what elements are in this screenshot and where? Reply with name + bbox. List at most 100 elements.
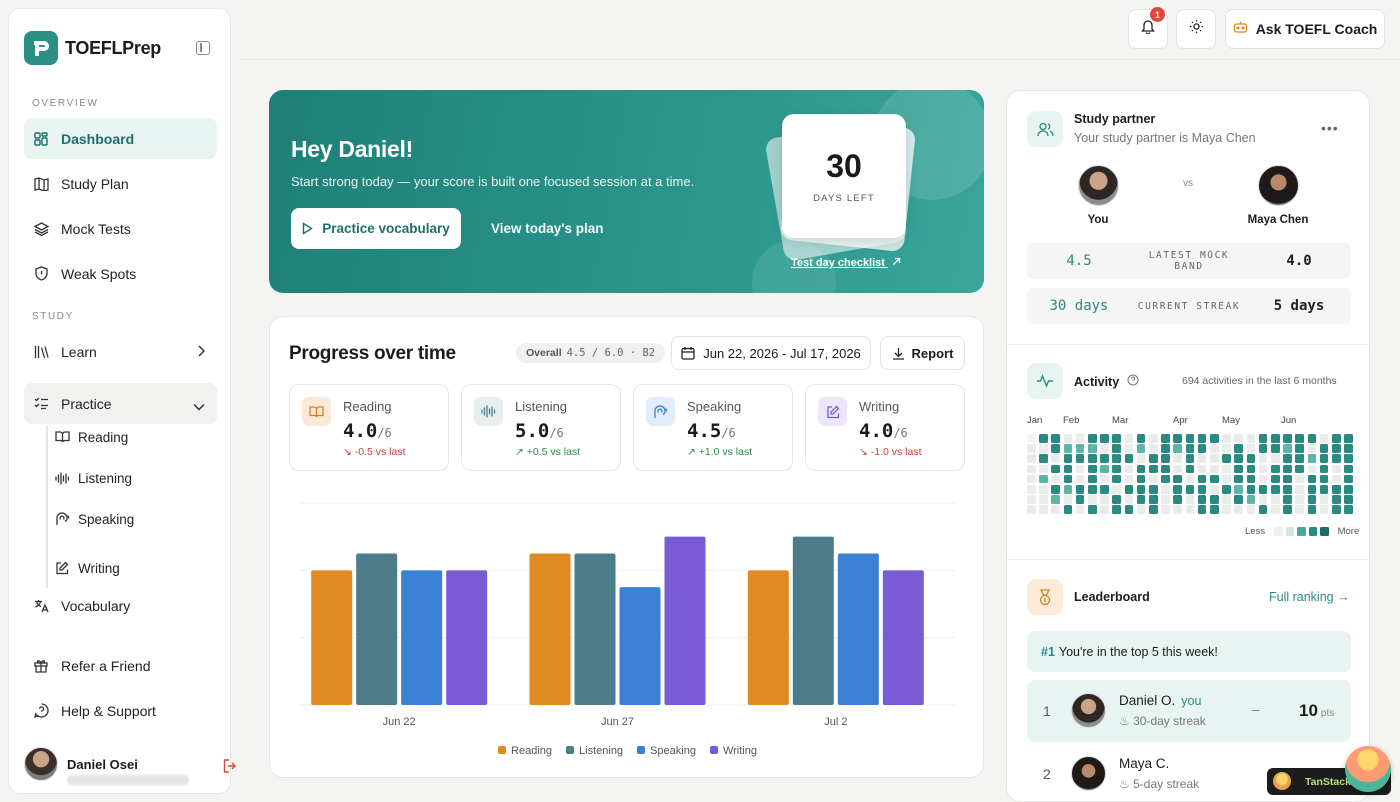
heatmap-cell[interactable] — [1136, 434, 1146, 443]
heatmap-cell[interactable] — [1136, 454, 1146, 463]
heatmap-cell[interactable] — [1124, 454, 1134, 463]
skill-card-writing[interactable]: Writing 4.0/6 ↘ -1.0 vs last — [805, 384, 965, 471]
heatmap-cell[interactable] — [1332, 485, 1341, 494]
heatmap-cell[interactable] — [1173, 434, 1182, 443]
heatmap-cell[interactable] — [1039, 464, 1048, 474]
heatmap-cell[interactable] — [1332, 434, 1341, 443]
heatmap-cell[interactable] — [1149, 485, 1158, 494]
heatmap-cell[interactable] — [1149, 464, 1158, 474]
heatmap-cell[interactable] — [1088, 444, 1097, 453]
heatmap-cell[interactable] — [1161, 495, 1170, 504]
info-icon[interactable] — [1127, 374, 1139, 389]
ask-coach-button[interactable]: Ask TOEFL Coach — [1225, 9, 1385, 49]
heatmap-cell[interactable] — [1112, 434, 1121, 443]
heatmap-cell[interactable] — [1149, 495, 1158, 504]
heatmap-cell[interactable] — [1332, 495, 1341, 504]
heatmap-cell[interactable] — [1063, 434, 1073, 443]
heatmap-cell[interactable] — [1185, 434, 1195, 443]
heatmap-cell[interactable] — [1319, 434, 1329, 443]
heatmap-cell[interactable] — [1161, 444, 1170, 453]
heatmap-cell[interactable] — [1197, 464, 1207, 474]
heatmap-cell[interactable] — [1027, 505, 1036, 514]
heatmap-cell[interactable] — [1271, 464, 1280, 474]
heatmap-cell[interactable] — [1307, 444, 1317, 453]
sidebar-subitem-speaking[interactable]: Speaking — [54, 504, 134, 534]
heatmap-cell[interactable] — [1197, 434, 1207, 443]
sidebar-item-mock-tests[interactable]: Mock Tests — [24, 208, 217, 249]
bar-listening-0[interactable] — [356, 553, 398, 706]
heatmap-cell[interactable] — [1271, 505, 1280, 514]
heatmap-cell[interactable] — [1344, 464, 1353, 474]
heatmap-cell[interactable] — [1088, 434, 1097, 443]
bar-reading-0[interactable] — [311, 570, 353, 705]
heatmap-cell[interactable] — [1173, 444, 1182, 453]
heatmap-cell[interactable] — [1283, 485, 1292, 494]
heatmap-cell[interactable] — [1295, 495, 1304, 504]
heatmap-cell[interactable] — [1295, 474, 1304, 484]
heatmap-cell[interactable] — [1307, 485, 1317, 494]
heatmap-cell[interactable] — [1210, 444, 1219, 453]
heatmap-cell[interactable] — [1027, 495, 1036, 504]
heatmap-cell[interactable] — [1075, 444, 1085, 453]
theme-toggle-button[interactable] — [1176, 9, 1216, 49]
heatmap-cell[interactable] — [1124, 464, 1134, 474]
heatmap-cell[interactable] — [1295, 485, 1304, 494]
heatmap-cell[interactable] — [1258, 444, 1268, 453]
sidebar-subitem-writing[interactable]: Writing — [54, 553, 120, 583]
bar-writing-2[interactable] — [882, 570, 924, 705]
heatmap-cell[interactable] — [1234, 444, 1243, 453]
bar-reading-1[interactable] — [529, 553, 571, 706]
report-button[interactable]: Report — [880, 336, 965, 370]
leaderboard-row[interactable]: 2 Maya C. ♨ 5-day streak — [1027, 743, 1351, 801]
heatmap-cell[interactable] — [1173, 464, 1182, 474]
heatmap-cell[interactable] — [1258, 464, 1268, 474]
heatmap-cell[interactable] — [1075, 434, 1085, 443]
heatmap-cell[interactable] — [1197, 454, 1207, 463]
heatmap-cell[interactable] — [1319, 464, 1329, 474]
heatmap-cell[interactable] — [1197, 505, 1207, 514]
heatmap-cell[interactable] — [1210, 505, 1219, 514]
heatmap-cell[interactable] — [1075, 474, 1085, 484]
heatmap-cell[interactable] — [1088, 485, 1097, 494]
heatmap-cell[interactable] — [1112, 505, 1121, 514]
bar-speaking-1[interactable] — [619, 587, 661, 705]
heatmap-cell[interactable] — [1319, 444, 1329, 453]
brand[interactable]: TOEFLPrep — [24, 31, 161, 65]
heatmap-cell[interactable] — [1271, 474, 1280, 484]
heatmap-cell[interactable] — [1185, 454, 1195, 463]
heatmap-cell[interactable] — [1124, 434, 1134, 443]
heatmap-cell[interactable] — [1075, 454, 1085, 463]
heatmap-cell[interactable] — [1319, 495, 1329, 504]
bar-listening-1[interactable] — [574, 553, 616, 706]
heatmap-cell[interactable] — [1234, 474, 1243, 484]
heatmap-cell[interactable] — [1246, 495, 1256, 504]
sidebar-item-weak-spots[interactable]: Weak Spots — [24, 253, 217, 294]
heatmap-cell[interactable] — [1283, 444, 1292, 453]
heatmap-cell[interactable] — [1307, 495, 1317, 504]
heatmap-cell[interactable] — [1344, 474, 1353, 484]
heatmap-cell[interactable] — [1185, 505, 1195, 514]
heatmap-cell[interactable] — [1283, 464, 1292, 474]
heatmap-cell[interactable] — [1136, 505, 1146, 514]
heatmap-cell[interactable] — [1112, 444, 1121, 453]
heatmap-cell[interactable] — [1295, 454, 1304, 463]
heatmap-cell[interactable] — [1075, 495, 1085, 504]
heatmap-cell[interactable] — [1246, 474, 1256, 484]
heatmap-cell[interactable] — [1319, 454, 1329, 463]
sidebar-subitem-reading[interactable]: Reading — [54, 422, 128, 452]
heatmap-cell[interactable] — [1210, 454, 1219, 463]
heatmap-cell[interactable] — [1112, 495, 1121, 504]
heatmap-cell[interactable] — [1112, 454, 1121, 463]
heatmap-cell[interactable] — [1112, 474, 1121, 484]
heatmap-cell[interactable] — [1027, 434, 1036, 443]
heatmap-cell[interactable] — [1246, 434, 1256, 443]
heatmap-cell[interactable] — [1100, 474, 1109, 484]
heatmap-cell[interactable] — [1344, 454, 1353, 463]
heatmap-cell[interactable] — [1051, 505, 1060, 514]
leaderboard-row[interactable]: 1 Daniel O. you ♨ 30-day streak – 10 pts — [1027, 680, 1351, 742]
heatmap-cell[interactable] — [1039, 485, 1048, 494]
heatmap-cell[interactable] — [1319, 485, 1329, 494]
heatmap-cell[interactable] — [1063, 474, 1073, 484]
heatmap-cell[interactable] — [1246, 485, 1256, 494]
heatmap-cell[interactable] — [1307, 434, 1317, 443]
